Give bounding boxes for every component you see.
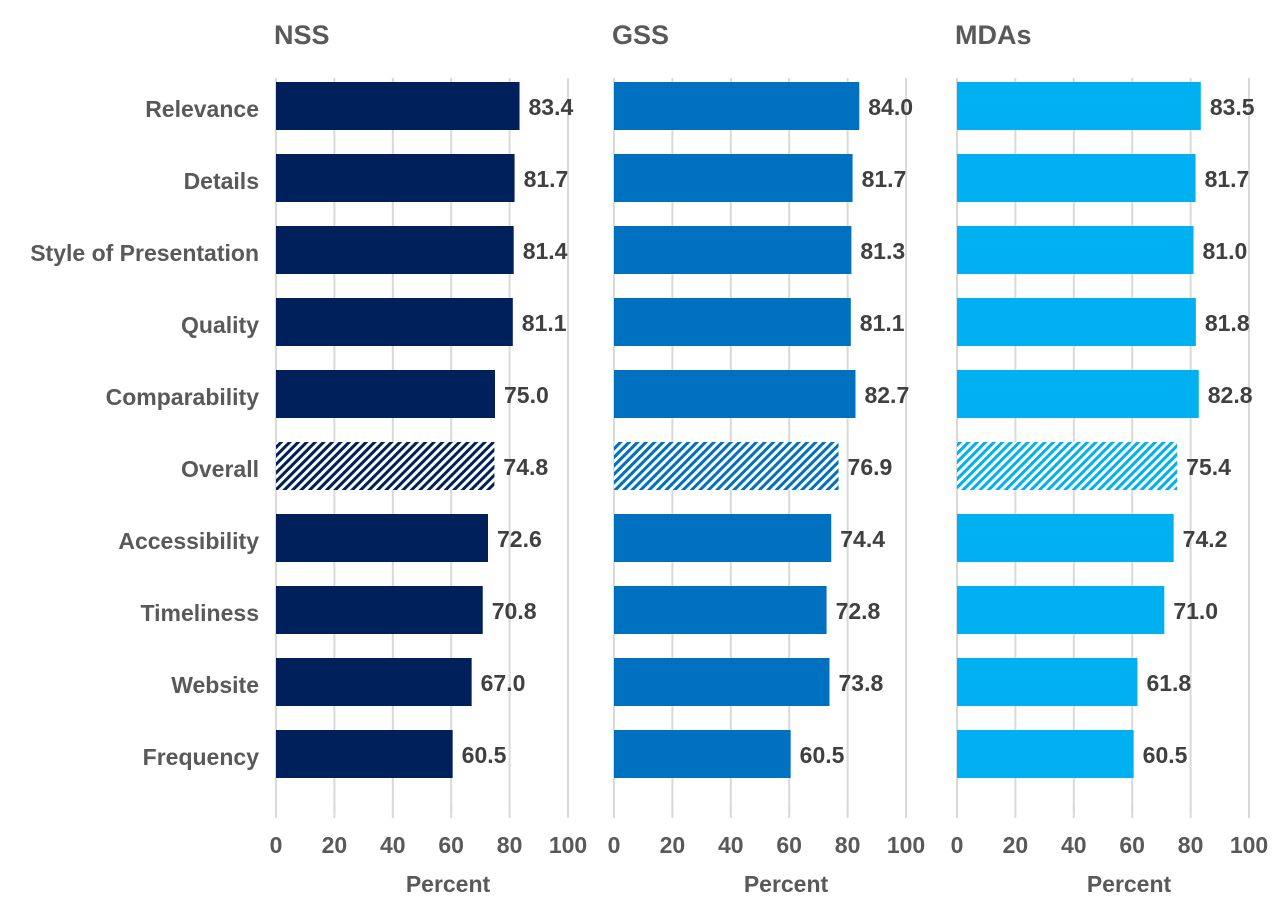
data-label-overall: 74.8 xyxy=(503,454,548,480)
data-label-style-of-presentation: 81.4 xyxy=(523,238,568,264)
x-tick-label: 60 xyxy=(1119,832,1145,858)
data-label-website: 73.8 xyxy=(838,670,883,696)
panel-mdas: MDAs 83.5 81.7 81.0 81.8 82.8 75.4 74.2 71.0 61.8… xyxy=(951,20,1269,897)
bar-website xyxy=(614,658,830,706)
x-axis-label: Percent xyxy=(406,871,491,897)
data-label-comparability: 75.0 xyxy=(504,382,549,408)
bar-overall xyxy=(957,442,1178,490)
bar-overall xyxy=(276,442,495,490)
panel-gss: GSS 84.0 81.7 81.3 81.1 82.7 76.9 74.4 72.8 73.8 6… xyxy=(608,20,926,897)
x-tick-label: 20 xyxy=(322,832,348,858)
bar-website xyxy=(957,658,1138,706)
bar-style-of-presentation xyxy=(276,226,514,274)
data-label-overall: 75.4 xyxy=(1186,454,1231,480)
data-label-quality: 81.8 xyxy=(1205,310,1250,336)
bar-style-of-presentation xyxy=(614,226,852,274)
data-label-relevance: 83.4 xyxy=(529,94,574,120)
category-label-quality: Quality xyxy=(181,312,259,338)
data-label-frequency: 60.5 xyxy=(1143,742,1188,768)
bar-accessibility xyxy=(276,514,488,562)
data-label-style-of-presentation: 81.3 xyxy=(860,238,905,264)
data-label-timeliness: 70.8 xyxy=(492,598,537,624)
data-label-accessibility: 72.6 xyxy=(497,526,542,552)
data-label-style-of-presentation: 81.0 xyxy=(1203,238,1248,264)
panel-title: GSS xyxy=(612,20,669,50)
data-label-accessibility: 74.2 xyxy=(1183,526,1228,552)
panel-title: NSS xyxy=(274,20,330,50)
bar-comparability xyxy=(957,370,1199,418)
data-label-quality: 81.1 xyxy=(522,310,567,336)
bar-frequency xyxy=(276,730,453,778)
data-label-website: 67.0 xyxy=(481,670,526,696)
x-tick-label: 100 xyxy=(887,832,925,858)
bar-relevance xyxy=(614,82,860,130)
x-tick-label: 0 xyxy=(951,832,964,858)
category-label-timeliness: Timeliness xyxy=(141,600,259,626)
bar-details xyxy=(276,154,515,202)
bar-relevance xyxy=(276,82,520,130)
data-label-details: 81.7 xyxy=(524,166,569,192)
data-label-timeliness: 71.0 xyxy=(1173,598,1218,624)
bar-quality xyxy=(614,298,851,346)
data-label-relevance: 83.5 xyxy=(1210,94,1255,120)
bar-style-of-presentation xyxy=(957,226,1194,274)
data-label-overall: 76.9 xyxy=(848,454,893,480)
data-label-details: 81.7 xyxy=(1205,166,1250,192)
x-tick-label: 100 xyxy=(549,832,587,858)
category-label-overall: Overall xyxy=(181,456,259,482)
bar-accessibility xyxy=(614,514,832,562)
bar-comparability xyxy=(614,370,856,418)
category-label-frequency: Frequency xyxy=(143,744,260,770)
data-label-timeliness: 72.8 xyxy=(836,598,881,624)
category-label-details: Details xyxy=(184,168,259,194)
panel-nss: NSS 83.4 81.7 81.4 81.1 75.0 74.8 72.6 70.8 67.0 6… xyxy=(270,20,588,897)
x-tick-label: 20 xyxy=(1003,832,1029,858)
x-tick-label: 80 xyxy=(497,832,523,858)
x-tick-label: 0 xyxy=(270,832,283,858)
bar-website xyxy=(276,658,472,706)
bar-timeliness xyxy=(614,586,827,634)
category-label-comparability: Comparability xyxy=(106,384,260,410)
x-tick-label: 40 xyxy=(1061,832,1087,858)
x-tick-label: 80 xyxy=(835,832,861,858)
bar-timeliness xyxy=(957,586,1165,634)
bar-relevance xyxy=(957,82,1201,130)
bar-frequency xyxy=(957,730,1134,778)
data-label-frequency: 60.5 xyxy=(800,742,845,768)
bar-comparability xyxy=(276,370,495,418)
x-axis-label: Percent xyxy=(744,871,829,897)
data-label-website: 61.8 xyxy=(1146,670,1191,696)
bar-overall xyxy=(614,442,839,490)
data-label-frequency: 60.5 xyxy=(462,742,507,768)
x-tick-label: 0 xyxy=(608,832,621,858)
category-label-relevance: Relevance xyxy=(145,96,259,122)
bar-timeliness xyxy=(276,586,483,634)
x-axis-label: Percent xyxy=(1087,871,1172,897)
x-tick-label: 60 xyxy=(776,832,802,858)
data-label-accessibility: 74.4 xyxy=(840,526,885,552)
data-label-comparability: 82.8 xyxy=(1208,382,1253,408)
bar-quality xyxy=(276,298,513,346)
data-label-quality: 81.1 xyxy=(860,310,905,336)
bar-details xyxy=(614,154,853,202)
bar-quality xyxy=(957,298,1196,346)
x-tick-label: 80 xyxy=(1178,832,1204,858)
data-label-details: 81.7 xyxy=(862,166,907,192)
x-tick-label: 40 xyxy=(380,832,406,858)
x-tick-label: 40 xyxy=(718,832,744,858)
category-label-style-of-presentation: Style of Presentation xyxy=(30,240,259,266)
data-label-comparability: 82.7 xyxy=(864,382,909,408)
x-tick-label: 20 xyxy=(660,832,686,858)
data-label-relevance: 84.0 xyxy=(868,94,913,120)
x-tick-label: 100 xyxy=(1230,832,1268,858)
category-label-website: Website xyxy=(171,672,259,698)
category-label-accessibility: Accessibility xyxy=(118,528,259,554)
x-tick-label: 60 xyxy=(438,832,464,858)
bar-details xyxy=(957,154,1196,202)
panel-title: MDAs xyxy=(955,20,1032,50)
bar-frequency xyxy=(614,730,791,778)
bar-accessibility xyxy=(957,514,1174,562)
